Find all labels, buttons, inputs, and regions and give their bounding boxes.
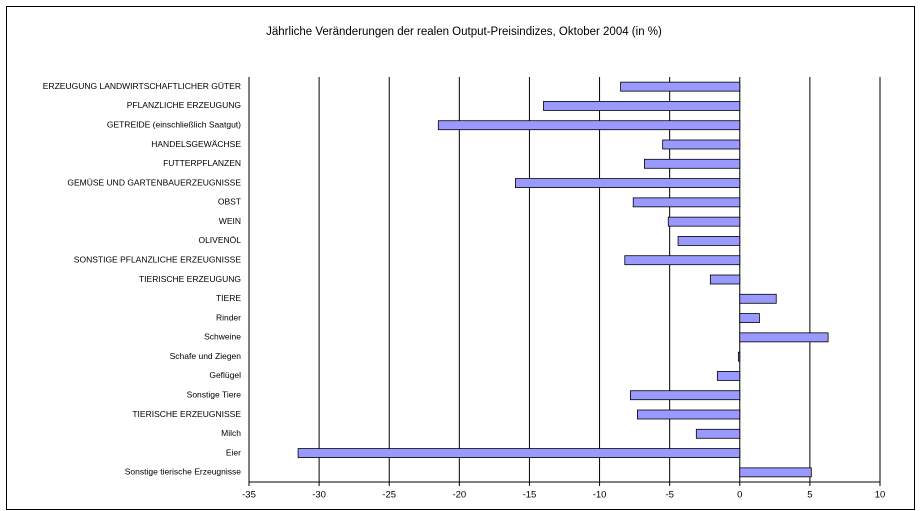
bar xyxy=(644,158,741,169)
bar xyxy=(297,448,741,458)
y-tick-label: TIERE xyxy=(216,293,241,303)
bar xyxy=(739,467,812,478)
y-tick-label: Schafe und Ziegen xyxy=(170,351,242,361)
bar xyxy=(437,120,741,131)
x-tick-label: -10 xyxy=(593,490,607,501)
x-tick-label: -25 xyxy=(382,490,396,501)
bar xyxy=(637,409,741,420)
bar xyxy=(515,178,741,188)
y-tick-label: OLIVENÖL xyxy=(198,235,241,245)
bar xyxy=(677,236,741,246)
chart-border xyxy=(6,6,915,510)
y-tick-label: Geflügel xyxy=(209,370,241,380)
y-tick-label: TIERISCHE ERZEUGUNG xyxy=(139,274,241,284)
x-tick-label: -5 xyxy=(665,490,673,501)
x-tick-label: 0 xyxy=(737,490,742,501)
bar xyxy=(624,255,741,266)
y-tick-label: TIERISCHE ERZEUGNISSE xyxy=(132,409,241,419)
x-tick-label: 10 xyxy=(875,490,886,501)
bar xyxy=(739,313,760,323)
bar xyxy=(739,332,829,343)
x-tick-label: -15 xyxy=(523,490,537,501)
bar xyxy=(662,139,741,150)
y-tick-label: ERZEUGUNG LANDWIRTSCHAFTLICHER GÜTER xyxy=(43,81,241,91)
x-tick-label: -35 xyxy=(242,490,256,501)
y-tick-label: PFLANZLICHE ERZEUGUNG xyxy=(127,100,241,110)
y-tick-label: GEMÜSE UND GARTENBAUERZEUGNISSE xyxy=(67,177,241,187)
bar xyxy=(667,216,741,227)
chart-title: Jährliche Veränderungen der realen Outpu… xyxy=(266,26,662,38)
y-tick-label: Schweine xyxy=(204,332,241,342)
y-tick-label: HANDELSGEWÄCHSE xyxy=(151,139,241,149)
bar xyxy=(716,371,741,381)
bar xyxy=(737,351,741,362)
bar xyxy=(709,274,741,285)
y-tick-label: Sonstige tierische Erzeugnisse xyxy=(125,467,242,477)
bar xyxy=(632,197,741,208)
x-tick-label: 5 xyxy=(807,490,812,501)
y-tick-label: Milch xyxy=(221,428,241,438)
bar xyxy=(695,428,741,439)
bar xyxy=(620,81,741,92)
y-tick-label: WEIN xyxy=(219,216,241,226)
y-tick-label: OBST xyxy=(218,197,241,207)
y-tick-label: Sonstige Tiere xyxy=(187,389,242,399)
y-tick-label: Rinder xyxy=(216,312,241,322)
x-tick-label: -20 xyxy=(452,490,466,501)
y-tick-label: GETREIDE (einschließlich Saatgut) xyxy=(107,119,241,129)
bar xyxy=(739,293,777,304)
bar xyxy=(543,101,741,111)
y-tick-label: SONSTIGE PFLANZLICHE ERZEUGNISSE xyxy=(74,254,242,264)
x-tick-label: -30 xyxy=(312,490,326,501)
y-tick-label: FUTTERPFLANZEN xyxy=(163,158,241,168)
y-tick-label: Eier xyxy=(226,447,241,457)
bar xyxy=(630,390,741,401)
